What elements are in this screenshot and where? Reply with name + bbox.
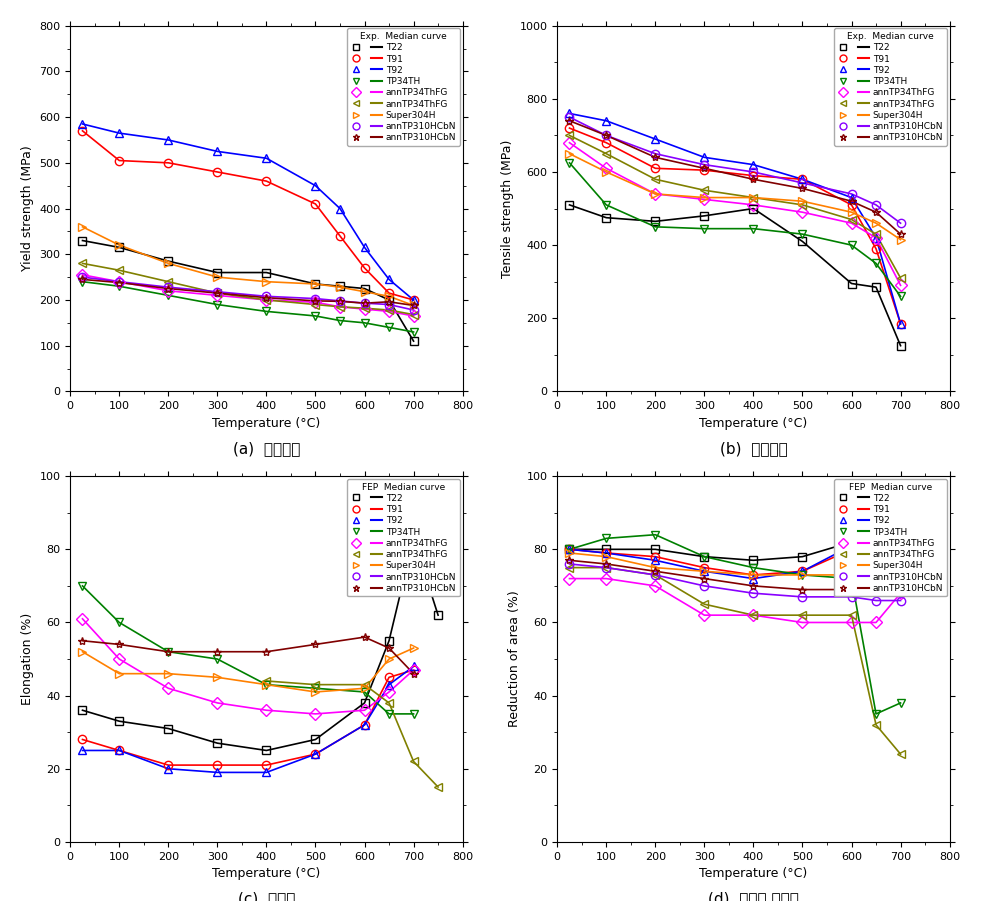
Legend: T22, T91, T92, TP34TH, annTP34ThFG, annTP34ThFG, Super304H, annTP310HCbN, annTP3: T22, T91, T92, TP34TH, annTP34ThFG, annT…	[834, 479, 947, 596]
X-axis label: Temperature (°C): Temperature (°C)	[212, 416, 321, 430]
Y-axis label: Elongation (%): Elongation (%)	[21, 613, 34, 705]
Text: (d)  단면적 감소율: (d) 단면적 감소율	[708, 891, 799, 901]
Text: (b)  인장강도: (b) 인장강도	[719, 441, 788, 456]
Y-axis label: Tensile strength (MPa): Tensile strength (MPa)	[501, 140, 514, 278]
Legend: T22, T91, T92, TP34TH, annTP34ThFG, annTP34ThFG, Super304H, annTP310HCbN, annTP3: T22, T91, T92, TP34TH, annTP34ThFG, annT…	[834, 29, 947, 146]
Y-axis label: Yield strength (MPa): Yield strength (MPa)	[21, 146, 33, 271]
Legend: T22, T91, T92, TP34TH, annTP34ThFG, annTP34ThFG, Super304H, annTP310HCbN, annTP3: T22, T91, T92, TP34TH, annTP34ThFG, annT…	[347, 29, 460, 146]
X-axis label: Temperature (°C): Temperature (°C)	[699, 416, 807, 430]
X-axis label: Temperature (°C): Temperature (°C)	[212, 867, 321, 880]
X-axis label: Temperature (°C): Temperature (°C)	[699, 867, 807, 880]
Y-axis label: Reduction of area (%): Reduction of area (%)	[508, 591, 521, 727]
Text: (a)  항복강도: (a) 항복강도	[232, 441, 300, 456]
Legend: T22, T91, T92, TP34TH, annTP34ThFG, annTP34ThFG, Super304H, annTP310HCbN, annTP3: T22, T91, T92, TP34TH, annTP34ThFG, annT…	[347, 479, 460, 596]
Text: (c)  연신율: (c) 연신율	[237, 891, 295, 901]
